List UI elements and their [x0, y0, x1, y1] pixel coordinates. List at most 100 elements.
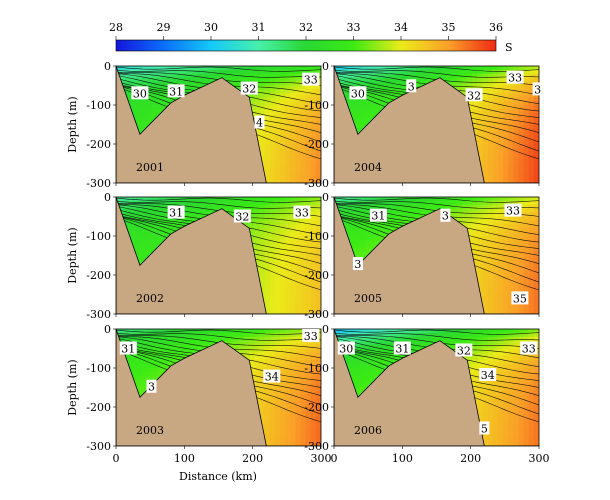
contour-label: 32	[242, 83, 256, 96]
colorbar-tick-label: 28	[109, 21, 123, 34]
contour-line	[334, 70, 539, 78]
contour-label: 30	[133, 87, 147, 100]
x-tick-label: 0	[113, 452, 120, 465]
colorbar-tick-label: 32	[299, 21, 313, 34]
contour-label-bg	[479, 368, 497, 382]
contour-label-bg	[146, 379, 157, 393]
contour-label-bg	[504, 203, 522, 217]
y-tick-label: -100	[86, 230, 111, 243]
contour-label-bg	[352, 257, 363, 271]
panel-2001: 30 31 32 33 4 2001 0 -100 -200 -300 Depth (m)	[66, 60, 322, 190]
contour-label-bg	[240, 81, 258, 95]
panel-year: 2003	[136, 424, 164, 437]
contour-line	[334, 66, 539, 72]
colorbar-tick-label: 34	[394, 21, 408, 34]
panel-year: 2002	[136, 292, 164, 305]
contour-label-bg	[532, 82, 543, 96]
contour-line	[116, 201, 321, 209]
y-tick-label: 0	[104, 191, 111, 204]
contour-label: 30	[351, 87, 365, 100]
x-tick-label: 300	[529, 452, 550, 465]
panel-frame	[115, 65, 322, 184]
y-tick-label: -100	[86, 99, 111, 112]
seafloor	[334, 197, 539, 314]
y-tick-label: 0	[104, 60, 111, 73]
contour-label: 3	[534, 83, 541, 96]
contour-label-bg	[440, 208, 451, 222]
y-tick-label: -300	[304, 308, 329, 321]
contour-label: 34	[481, 369, 495, 382]
contour-label: 31	[371, 210, 385, 223]
y-tick-label: 0	[322, 60, 329, 73]
contour-label-bg	[520, 341, 538, 355]
colorbar-tick-label: 36	[489, 21, 503, 34]
contour-label: 33	[522, 343, 536, 356]
panel-frame	[333, 65, 540, 184]
contour-label-bg	[337, 341, 355, 355]
contour-label-bg	[119, 341, 137, 355]
seafloor	[334, 329, 539, 446]
contour-label-bg	[511, 291, 529, 305]
x-axis-label: Distance (km)	[179, 470, 257, 483]
contour-label: 3	[408, 80, 415, 93]
contour-line	[334, 333, 539, 341]
contour-label: 32	[457, 344, 471, 357]
y-axis-label: Depth (m)	[66, 96, 79, 152]
colorbar-tick-label: 29	[157, 21, 171, 34]
contour-label: 33	[506, 205, 520, 218]
contour-label-bg	[506, 70, 524, 84]
y-tick-label: -200	[86, 401, 111, 414]
panel-year: 2005	[354, 292, 382, 305]
contour-label: 3	[354, 258, 361, 271]
y-tick-label: -200	[86, 269, 111, 282]
colorbar-tick-label: 33	[347, 21, 361, 34]
x-tick-label: 100	[174, 452, 195, 465]
contour-label-bg	[406, 79, 417, 93]
y-tick-label: 0	[322, 323, 329, 336]
contour-label: 32	[467, 89, 481, 102]
contour-line	[116, 70, 321, 78]
contour-label-bg	[465, 88, 483, 102]
contour-label-bg	[302, 329, 320, 343]
contour-label-bg	[263, 369, 281, 383]
x-tick-label: 300	[311, 452, 332, 465]
panel-year: 2001	[136, 161, 164, 174]
contour-label-bg	[293, 205, 311, 219]
y-tick-label: -200	[304, 269, 329, 282]
y-axis-label: Depth (m)	[66, 359, 79, 415]
contour-label-bg	[479, 421, 490, 435]
colorbar-ticks: 28 29 30 31 32 33 34 35 36	[109, 21, 503, 40]
y-tick-label: -200	[86, 138, 111, 151]
contour-label: 3	[148, 381, 155, 394]
contour-label: 31	[395, 343, 409, 356]
contour-line	[116, 333, 321, 341]
y-axis-label: Depth (m)	[66, 227, 79, 283]
y-tick-label: -200	[304, 401, 329, 414]
y-tick-label: -300	[304, 177, 329, 190]
contour-label-bg	[131, 86, 149, 100]
seafloor	[334, 66, 539, 183]
contour-label: 33	[508, 72, 522, 85]
contour-label: 3	[442, 210, 449, 223]
contour-label-bg	[393, 341, 411, 355]
y-tick-label: -300	[86, 308, 111, 321]
contour-label: 4	[256, 117, 263, 130]
contour-label-bg	[455, 343, 473, 357]
y-tick-label: -100	[304, 99, 329, 112]
contour-line	[116, 66, 321, 72]
y-tick-label: -300	[304, 440, 329, 453]
x-tick-label: 200	[242, 452, 263, 465]
contour-label: 30	[339, 343, 353, 356]
contour-label-bg	[302, 72, 320, 86]
y-tick-label: -100	[304, 362, 329, 375]
colorbar: 28 29 30 31 32 33 34 35 36 S	[109, 21, 513, 54]
panel-2002: 31 32 33 2002 0 -100 -200 -300 Depth (m)	[66, 191, 322, 321]
contour-label: 5	[481, 422, 488, 435]
y-tick-label: -200	[304, 138, 329, 151]
panel-2003: 31 33 34 3 2003 0 -100 -200 -300 Depth (m) 0 100 200…	[66, 323, 332, 465]
contour-line	[334, 197, 539, 203]
